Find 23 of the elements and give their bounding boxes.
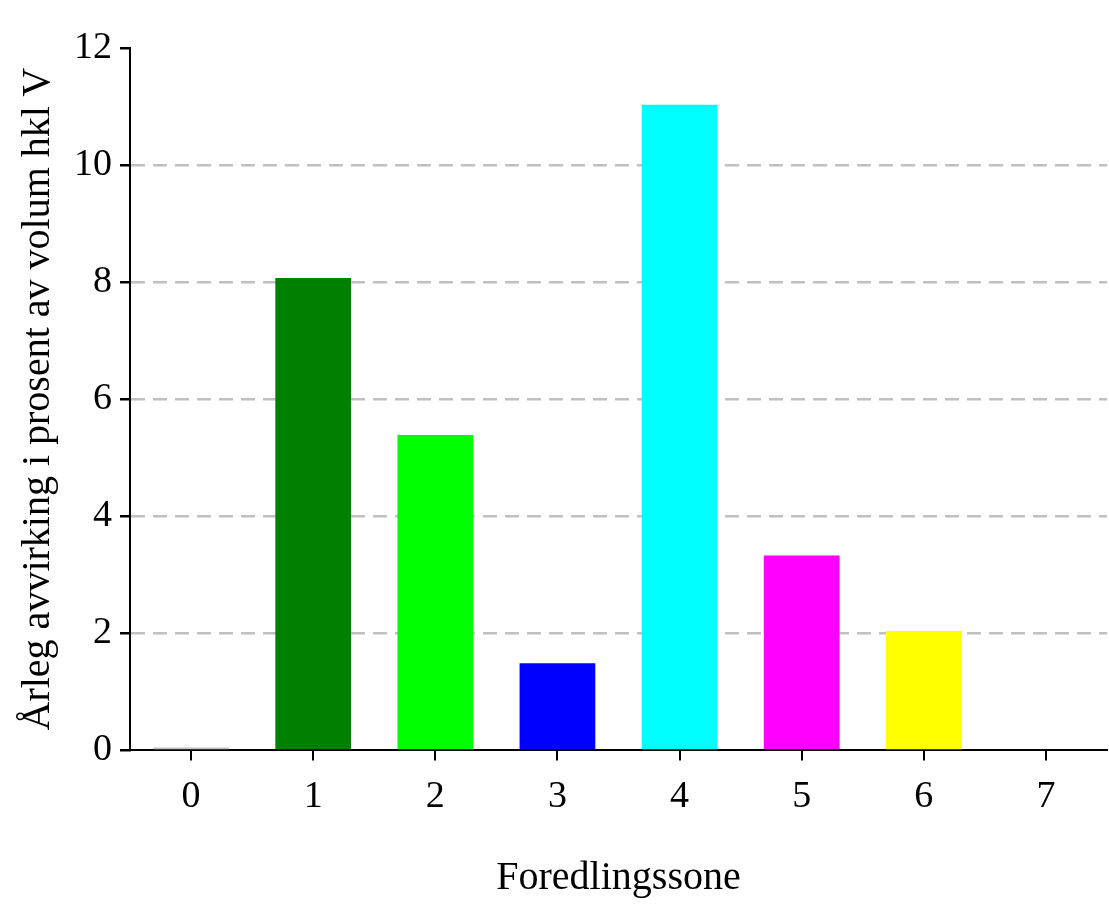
- y-tick-label: 2: [93, 609, 112, 652]
- y-tick-label: 4: [93, 492, 112, 535]
- x-tick-label: 2: [425, 773, 445, 816]
- x-tick-label: 7: [1036, 773, 1056, 816]
- y-tick-label: 8: [93, 258, 112, 301]
- bar: [275, 278, 352, 750]
- bar: [397, 434, 474, 750]
- bar: [763, 555, 840, 750]
- x-tick-label: 3: [547, 773, 567, 816]
- x-tick-label: 0: [181, 773, 201, 816]
- y-tick-label: 6: [93, 375, 112, 418]
- x-tick-label: 6: [914, 773, 934, 816]
- y-tick-label: 10: [74, 141, 112, 184]
- x-axis-title: Foredlingssone: [496, 852, 741, 898]
- y-axis-title: Årleg avvirking i prosent av volum hkl V: [12, 67, 58, 731]
- y-tick-label: 12: [74, 23, 112, 66]
- x-tick-label: 4: [670, 773, 690, 816]
- x-tick-label: 5: [792, 773, 812, 816]
- bar: [885, 630, 962, 750]
- bar: [519, 663, 596, 750]
- bar: [641, 104, 718, 750]
- x-tick-label: 1: [303, 773, 323, 816]
- y-tick-label: 0: [93, 726, 112, 769]
